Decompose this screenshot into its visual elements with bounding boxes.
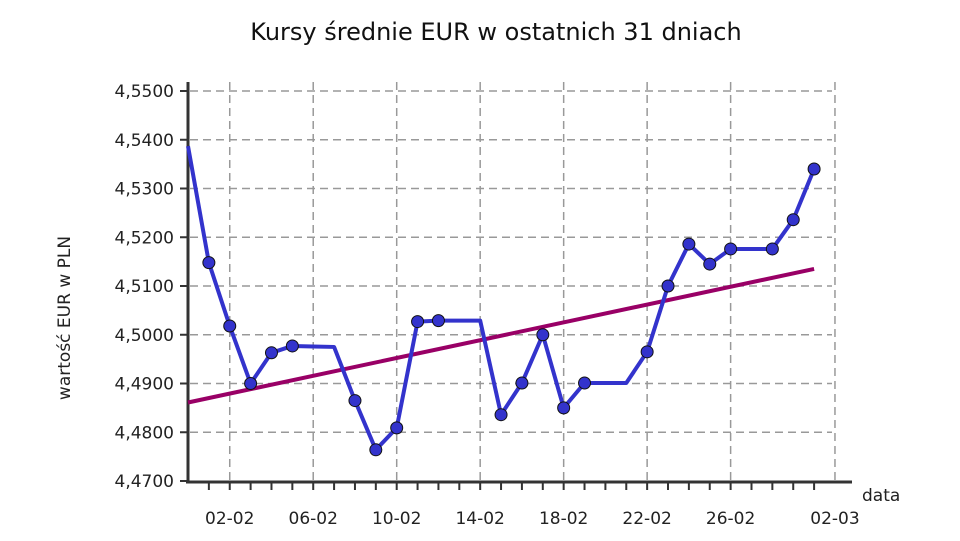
y-axis-label: wartość EUR w PLN xyxy=(55,236,75,400)
data-point-marker xyxy=(369,443,383,457)
y-axis-ticks: 4,4700 4,4800 4,4900 4,5000 4,5100 4,5200 4,53… xyxy=(115,82,188,492)
data-point-marker xyxy=(348,394,362,408)
y-tick-label: 4,5300 xyxy=(115,180,174,200)
data-point-marker xyxy=(786,213,800,227)
y-tick-label: 4,4900 xyxy=(115,375,174,395)
y-tick-label: 4,5100 xyxy=(115,277,174,297)
data-point-marker xyxy=(285,339,299,353)
y-tick-label: 4,5200 xyxy=(115,228,174,248)
y-tick-label: 4,5400 xyxy=(115,131,174,151)
trend-line xyxy=(187,266,815,405)
data-point-marker xyxy=(411,315,425,329)
x-tick-label: 14-02 xyxy=(455,509,504,529)
series-line xyxy=(186,145,816,452)
x-axis-ticks: 02-02 06-02 10-02 14-02 18-02 22-02 26-02 02-03 xyxy=(205,482,860,529)
data-point-marker xyxy=(515,376,529,390)
data-point-marker xyxy=(264,346,278,360)
y-tick-label: 4,4800 xyxy=(115,423,174,443)
data-point-marker xyxy=(431,314,445,328)
x-tick-label: 02-02 xyxy=(205,509,254,529)
grid-lines xyxy=(190,82,836,481)
data-point-marker xyxy=(724,242,738,256)
data-point-marker xyxy=(390,421,404,435)
data-point-marker xyxy=(578,376,592,390)
x-tick-label: 26-02 xyxy=(706,509,755,529)
trend-line-path xyxy=(187,266,815,405)
data-point-marker xyxy=(536,328,550,342)
y-tick-label: 4,5000 xyxy=(115,326,174,346)
data-point-marker xyxy=(682,237,696,251)
x-tick-label: 18-02 xyxy=(539,509,588,529)
data-point-marker xyxy=(640,345,654,359)
data-point-marker xyxy=(765,242,779,256)
x-tick-label: 06-02 xyxy=(289,509,338,529)
data-point-marker xyxy=(223,319,237,333)
data-series xyxy=(186,145,821,457)
data-point-marker xyxy=(557,401,571,415)
x-tick-label: 22-02 xyxy=(622,509,671,529)
x-tick-label: 10-02 xyxy=(372,509,421,529)
data-point-marker xyxy=(494,408,508,422)
x-axis-label: data xyxy=(862,486,900,506)
data-point-marker xyxy=(703,257,717,271)
x-tick-label: 02-03 xyxy=(810,509,859,529)
data-point-marker xyxy=(244,377,258,390)
data-point-marker xyxy=(807,162,821,176)
data-point-marker xyxy=(661,279,675,293)
chart-title: Kursy średnie EUR w ostatnich 31 dniach xyxy=(250,18,741,46)
y-tick-label: 4,5500 xyxy=(115,82,174,102)
y-tick-label: 4,4700 xyxy=(115,472,174,492)
data-point-marker xyxy=(202,256,216,270)
